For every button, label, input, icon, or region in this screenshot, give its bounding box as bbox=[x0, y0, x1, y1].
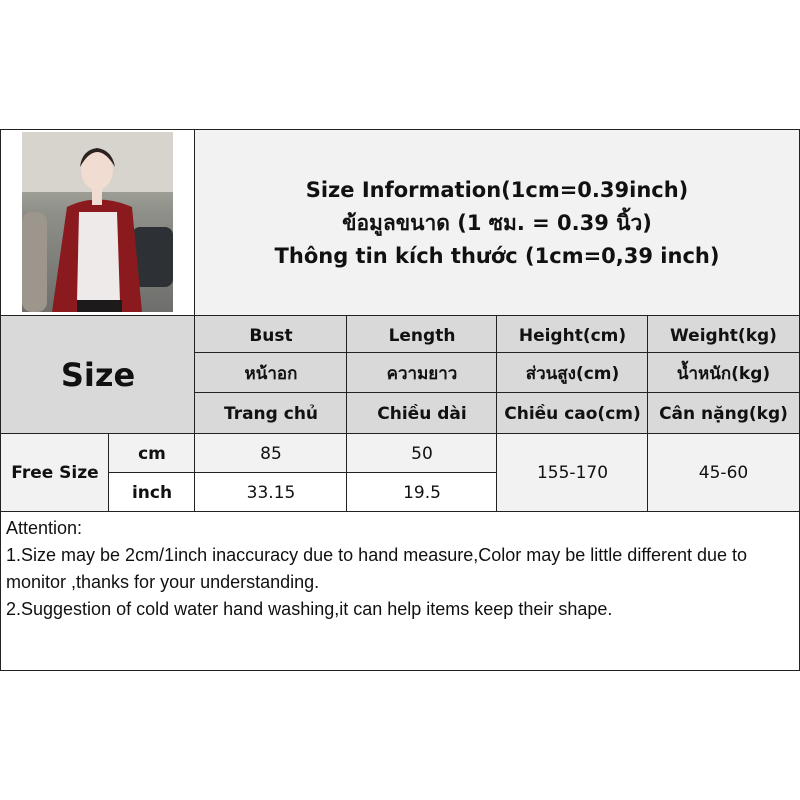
title-thai: ข้อมูลขนาด (1 ซม. = 0.39 นิ้ว) bbox=[342, 210, 652, 235]
bust-cm-value: 85 bbox=[194, 433, 348, 474]
header-length-th: ความยาว bbox=[346, 352, 498, 394]
header-bust-en: Bust bbox=[194, 315, 348, 356]
title-english: Size Information(1cm=0.39inch) bbox=[305, 177, 689, 202]
attention-note-1: 1.Size may be 2cm/1inch inaccuracy due t… bbox=[6, 545, 748, 592]
height-value: 155-170 bbox=[496, 433, 649, 513]
attention-notes: Attention: 1.Size may be 2cm/1inch inacc… bbox=[0, 511, 800, 671]
free-size-label: Free Size bbox=[0, 433, 110, 513]
product-photo bbox=[22, 132, 173, 312]
size-header: Size bbox=[0, 315, 196, 435]
header-height-vi: Chiều cao(cm) bbox=[496, 392, 649, 435]
length-cm-value: 50 bbox=[346, 433, 498, 474]
attention-note-2: 2.Suggestion of cold water hand washing,… bbox=[6, 599, 613, 619]
size-info-title: Size Information(1cm=0.39inch) ข้อมูลขนา… bbox=[194, 129, 800, 317]
header-bust-vi: Trang chủ bbox=[194, 392, 348, 435]
header-bust-th: หน้าอก bbox=[194, 352, 348, 394]
weight-value: 45-60 bbox=[647, 433, 800, 513]
header-length-vi: Chiều dài bbox=[346, 392, 498, 435]
bust-inch-value: 33.15 bbox=[194, 472, 348, 513]
title-vietnamese: Thông tin kích thước (1cm=0,39 inch) bbox=[274, 243, 720, 268]
header-length-en: Length bbox=[346, 315, 498, 356]
header-height-th: ส่วนสูง(cm) bbox=[496, 352, 649, 394]
model-image bbox=[22, 132, 173, 312]
header-height-en: Height(cm) bbox=[496, 315, 649, 356]
header-weight-en: Weight(kg) bbox=[647, 315, 800, 356]
unit-inch-label: inch bbox=[108, 472, 196, 513]
attention-title: Attention: bbox=[6, 518, 83, 538]
unit-cm-label: cm bbox=[108, 433, 196, 474]
length-inch-value: 19.5 bbox=[346, 472, 498, 513]
header-weight-th: น้ำหนัก(kg) bbox=[647, 352, 800, 394]
header-weight-vi: Cân nặng(kg) bbox=[647, 392, 800, 435]
